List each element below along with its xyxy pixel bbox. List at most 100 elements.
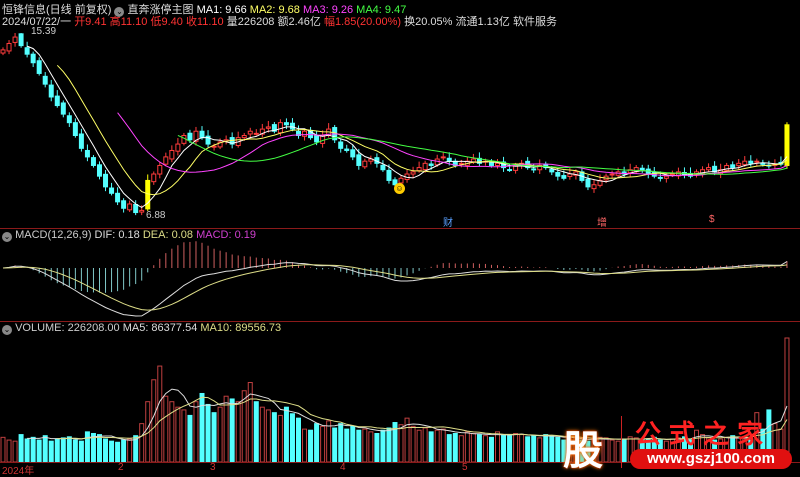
volume-bar bbox=[302, 428, 308, 463]
dropdown-icon[interactable]: ⌄ bbox=[2, 232, 12, 242]
candle bbox=[657, 176, 663, 179]
quote-amount: 额2.46亿 bbox=[277, 16, 321, 28]
volume-bar bbox=[476, 434, 482, 463]
candle bbox=[175, 143, 181, 152]
stock-title[interactable]: 恒锋信息(日线 前复权) bbox=[2, 4, 112, 16]
volume-ma10-line bbox=[57, 396, 788, 440]
volume-bar bbox=[6, 439, 12, 463]
candle bbox=[561, 175, 567, 179]
quote-volume: 量226208 bbox=[226, 16, 275, 28]
volume-bar bbox=[103, 438, 109, 463]
candle bbox=[398, 177, 404, 184]
volume-bar bbox=[181, 409, 187, 463]
volume-bar bbox=[513, 432, 519, 463]
axis-label: 4 bbox=[340, 462, 346, 473]
candle bbox=[277, 122, 283, 134]
candle bbox=[748, 160, 754, 164]
candle bbox=[30, 53, 36, 64]
volume-bar bbox=[368, 431, 374, 463]
candle bbox=[78, 133, 84, 149]
macd-value: MACD: 0.19 bbox=[196, 229, 256, 241]
volume-bar bbox=[410, 425, 416, 463]
increase-marker[interactable]: 增 bbox=[597, 218, 607, 229]
volume-bar bbox=[495, 431, 501, 463]
candle bbox=[271, 124, 277, 132]
candle bbox=[247, 130, 253, 135]
divider bbox=[0, 321, 800, 322]
volume-bar bbox=[470, 432, 476, 463]
candle bbox=[84, 149, 90, 158]
watermark-name: 公式之家 bbox=[635, 419, 772, 449]
quote-date: 2024/07/22/一 bbox=[2, 16, 72, 28]
candle bbox=[531, 168, 537, 171]
volume-bar bbox=[308, 429, 314, 463]
volume-bar bbox=[0, 436, 6, 463]
volume-bar bbox=[229, 398, 235, 463]
candle bbox=[428, 163, 434, 166]
volume-bar bbox=[253, 401, 259, 463]
volume-bar bbox=[531, 435, 537, 463]
candle bbox=[121, 200, 127, 209]
volume-bar bbox=[295, 417, 301, 463]
volume-bar bbox=[446, 434, 452, 463]
volume-bar bbox=[24, 438, 30, 463]
candle bbox=[591, 184, 597, 190]
volume-bar bbox=[78, 440, 84, 463]
volume-bar bbox=[507, 435, 513, 463]
finance-marker[interactable]: 财 bbox=[443, 218, 453, 229]
volume-bar bbox=[265, 409, 271, 463]
volume-bar bbox=[356, 429, 362, 463]
quote-float: 流通1.13亿 bbox=[455, 16, 510, 28]
candle bbox=[416, 167, 422, 172]
volume-title[interactable]: VOLUME: 226208.00 bbox=[15, 322, 120, 334]
candle bbox=[199, 130, 205, 139]
volume-bar bbox=[440, 428, 446, 463]
volume-bar bbox=[48, 440, 54, 463]
volume-bar bbox=[60, 437, 66, 463]
volume-bar bbox=[362, 428, 368, 463]
candle bbox=[639, 167, 645, 171]
candle bbox=[253, 132, 259, 135]
volume-header: ⌄ VOLUME: 226208.00 MA5: 86377.54 MA10: … bbox=[2, 322, 281, 335]
volume-bar bbox=[488, 436, 494, 463]
candle bbox=[103, 173, 109, 188]
volume-bar bbox=[277, 414, 283, 463]
volume-bar bbox=[338, 423, 344, 463]
watermark-logo: 股 bbox=[563, 429, 603, 473]
volume-bar bbox=[30, 436, 36, 463]
high-price-label: 15.39 bbox=[31, 26, 57, 37]
macd-dif: DIF: 0.18 bbox=[94, 229, 140, 241]
volume-bar bbox=[289, 413, 295, 463]
dividend-marker[interactable]: $ bbox=[709, 214, 715, 225]
candle bbox=[18, 33, 24, 47]
candle bbox=[133, 204, 139, 214]
candle bbox=[609, 173, 615, 176]
candle bbox=[12, 36, 18, 43]
title-bar: 恒锋信息(日线 前复权) ⌄ 直奔涨停主图 MA1: 9.66 MA2: 9.6… bbox=[2, 1, 406, 17]
volume-bar bbox=[109, 440, 115, 463]
candle bbox=[66, 115, 72, 124]
candle bbox=[488, 162, 494, 166]
ma3-line bbox=[117, 112, 788, 177]
smiley-icon: ☺ bbox=[394, 183, 405, 194]
dropdown-icon[interactable]: ⌄ bbox=[114, 7, 125, 17]
candle bbox=[193, 130, 199, 142]
candle bbox=[96, 164, 102, 177]
candle bbox=[42, 75, 48, 85]
macd-title[interactable]: MACD(12,26,9) bbox=[15, 229, 92, 241]
volume-bar bbox=[314, 423, 320, 463]
volume-bar bbox=[386, 427, 392, 463]
candle bbox=[72, 122, 78, 137]
indicator-name[interactable]: 直奔涨停主图 bbox=[127, 4, 194, 16]
dropdown-icon[interactable]: ⌄ bbox=[2, 325, 12, 335]
quote-open: 开9.41 bbox=[74, 16, 107, 28]
candle bbox=[724, 164, 730, 171]
volume-bar bbox=[350, 425, 356, 463]
candle bbox=[350, 149, 356, 158]
volume-bar bbox=[320, 425, 326, 463]
volume-bar bbox=[84, 431, 90, 463]
candle bbox=[549, 169, 555, 173]
volume-bar bbox=[326, 420, 332, 463]
candle bbox=[344, 148, 350, 151]
